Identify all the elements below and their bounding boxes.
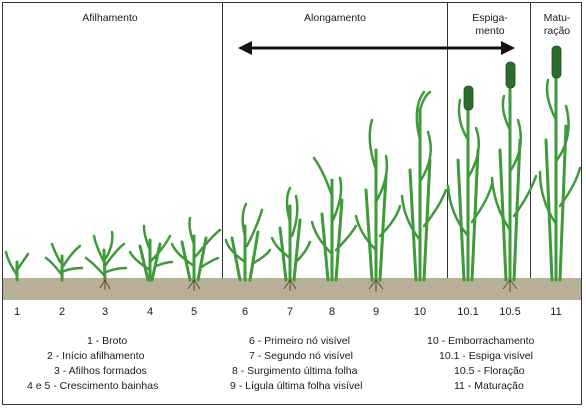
roots-stage-5 (187, 279, 201, 291)
stage-number: 10.1 (457, 306, 479, 318)
stage-number: 7 (286, 306, 294, 318)
legend-item: 8 - Surgimento última folha (232, 365, 358, 377)
plant-stage-10-1 (446, 98, 494, 282)
stage-number: 5 (190, 306, 198, 318)
stage-number: 6 (241, 306, 249, 318)
spike-stage-10-1 (463, 85, 474, 111)
plant-stage-5 (170, 216, 222, 282)
legend-item: 7 - Segundo nó visível (249, 350, 353, 362)
plant-stage-8 (310, 156, 358, 282)
phase-title-espigamento: Espiga- mento (472, 12, 508, 37)
legend-item: 10.1 - Espiga visível (439, 350, 533, 362)
plant-stage-11 (538, 74, 582, 282)
roots-stage-10-5 (502, 279, 518, 292)
legend-item: 4 e 5 - Crescimento bainhas (27, 380, 159, 392)
diagram-frame (2, 2, 582, 405)
legend-item: 10 - Emborrachamento (427, 335, 535, 347)
legend-item: 10.5 - Floração (454, 365, 525, 377)
elongation-arrow (238, 41, 515, 55)
stage-number: 4 (146, 306, 154, 318)
stage-number: 9 (372, 306, 380, 318)
stage-number: 8 (328, 306, 336, 318)
plant-stage-10 (400, 90, 448, 282)
stage-number: 2 (58, 306, 66, 318)
plant-stage-10-5 (490, 84, 538, 282)
plant-stage-4 (128, 224, 174, 282)
phase-title-afilhamento: Afilhamento (82, 12, 138, 24)
plant-stage-1 (4, 250, 30, 282)
roots-stage-7 (283, 279, 297, 291)
legend-item: 11 - Maturação (454, 380, 524, 392)
legend-item: 3 - Afilhos formados (54, 365, 147, 377)
phase-divider-2 (447, 3, 448, 300)
plant-stage-9 (354, 118, 402, 282)
phase-divider-3 (530, 3, 531, 300)
stage-number: 11 (550, 306, 562, 318)
legend-item: 6 - Primeiro nó visível (249, 335, 350, 347)
legend-item: 9 - Lígula última folha visível (230, 380, 363, 392)
phase-title-maturacao: Matu- ração (543, 12, 571, 37)
soil-band (3, 278, 581, 300)
stage-number: 10 (413, 306, 427, 318)
phase-title-alongamento: Alongamento (304, 12, 366, 24)
legend-item: 2 - Início afilhamento (47, 350, 145, 362)
plant-stage-6 (224, 202, 272, 282)
plant-stage-7 (270, 186, 312, 282)
stage-number: 10.5 (499, 306, 521, 318)
phase-divider-1 (222, 3, 223, 300)
stage-number: 3 (101, 306, 109, 318)
plant-stage-3 (84, 230, 128, 282)
stage-number: 1 (13, 306, 21, 318)
roots-stage-3 (99, 279, 111, 290)
legend-item: 1 - Broto (87, 335, 128, 347)
roots-stage-9 (368, 279, 384, 292)
plant-stage-2 (44, 242, 84, 282)
spike-stage-11 (551, 45, 562, 79)
spike-stage-10-5 (505, 61, 516, 89)
